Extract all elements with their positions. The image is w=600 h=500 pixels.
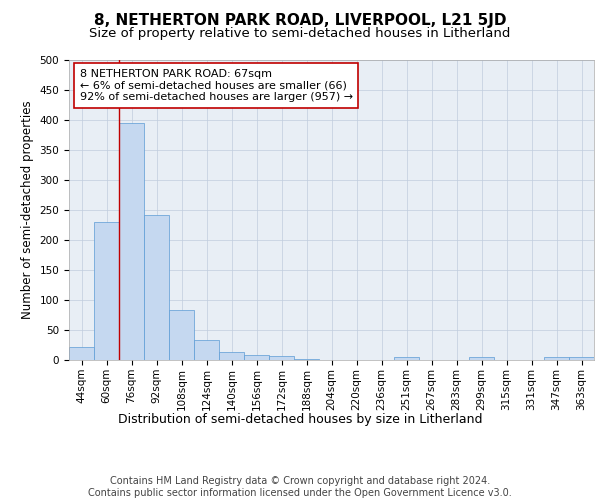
Text: Contains HM Land Registry data © Crown copyright and database right 2024.
Contai: Contains HM Land Registry data © Crown c… — [88, 476, 512, 498]
Bar — [69, 347, 94, 360]
Text: 8, NETHERTON PARK ROAD, LIVERPOOL, L21 5JD: 8, NETHERTON PARK ROAD, LIVERPOOL, L21 5… — [94, 12, 506, 28]
Bar — [469, 357, 494, 360]
Bar — [244, 354, 269, 360]
Bar — [394, 357, 419, 360]
Text: Size of property relative to semi-detached houses in Litherland: Size of property relative to semi-detach… — [89, 28, 511, 40]
Text: 8 NETHERTON PARK ROAD: 67sqm
← 6% of semi-detached houses are smaller (66)
92% o: 8 NETHERTON PARK ROAD: 67sqm ← 6% of sem… — [79, 69, 353, 102]
Bar — [144, 215, 169, 360]
Bar — [94, 222, 119, 360]
Bar — [269, 356, 294, 360]
Bar — [219, 352, 244, 360]
Y-axis label: Number of semi-detached properties: Number of semi-detached properties — [21, 100, 34, 320]
Bar — [119, 123, 144, 360]
Bar — [544, 357, 569, 360]
Bar — [194, 340, 219, 360]
Bar — [169, 310, 194, 360]
Bar — [569, 357, 594, 360]
Text: Distribution of semi-detached houses by size in Litherland: Distribution of semi-detached houses by … — [118, 412, 482, 426]
